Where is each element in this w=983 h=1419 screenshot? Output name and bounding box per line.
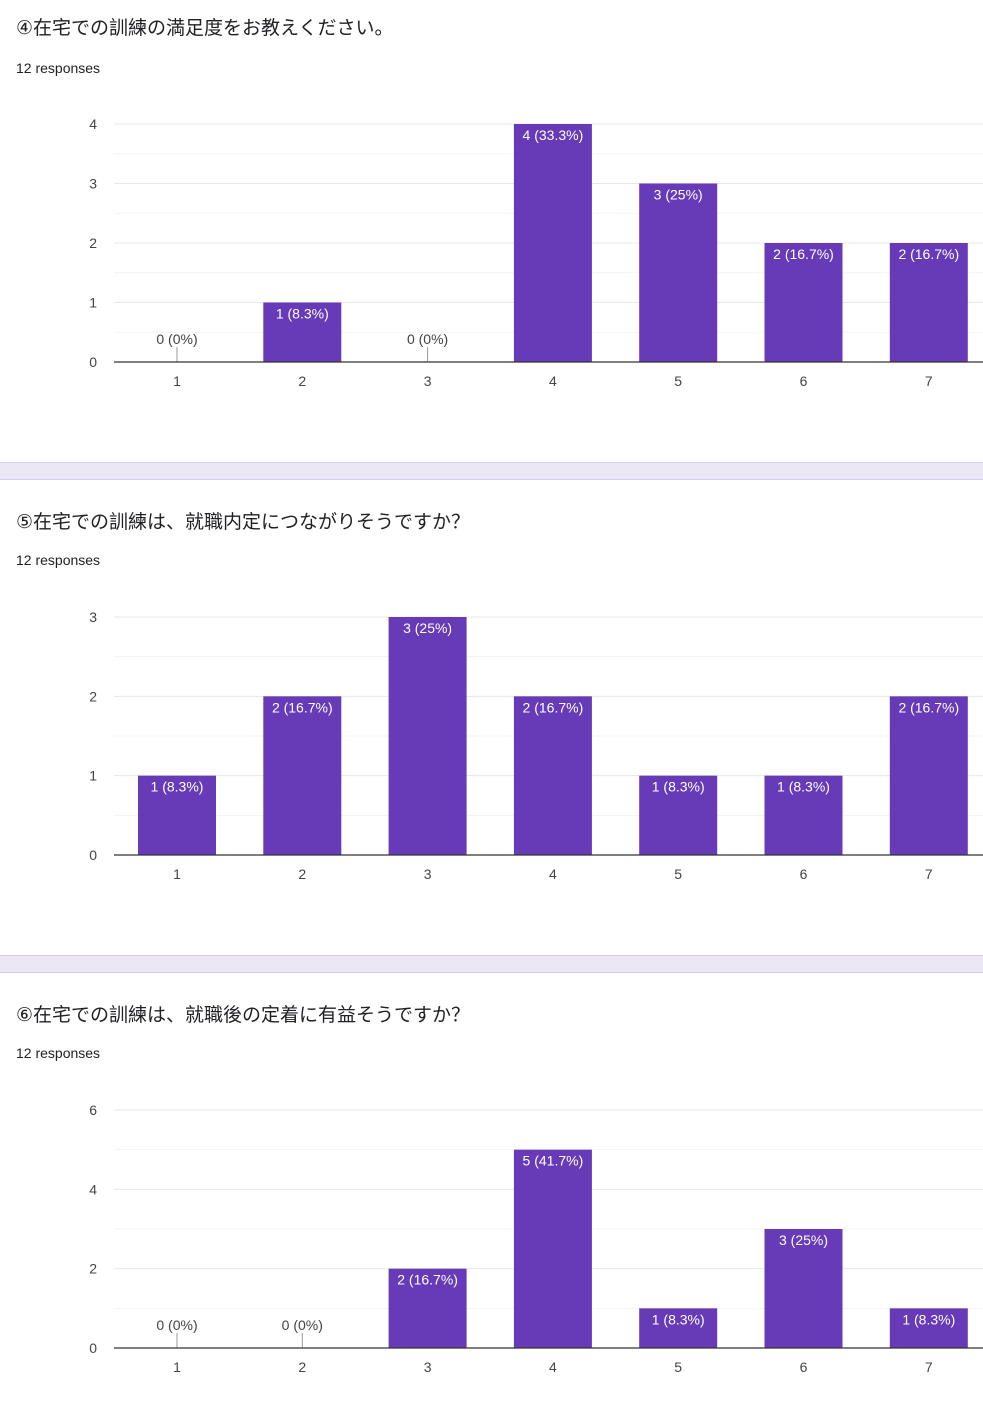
bar-data-label: 1 (8.3%) [902,1311,955,1327]
x-tick-label: 7 [925,373,933,389]
y-tick-label: 3 [89,176,97,192]
bar-data-label: 2 (16.7%) [397,1272,458,1288]
y-tick-label: 2 [89,235,97,251]
bar-data-label: 2 (16.7%) [898,246,959,262]
x-tick-label: 1 [173,866,181,882]
bar [639,183,718,362]
section-divider [0,955,983,973]
bar-data-label: 2 (16.7%) [523,699,584,715]
bar-data-label: 0 (0%) [282,1317,323,1333]
x-tick-label: 4 [549,866,557,882]
bar-data-label: 2 (16.7%) [898,699,959,715]
x-tick-label: 3 [424,1359,432,1375]
x-tick-label: 2 [298,866,306,882]
y-tick-label: 2 [89,688,97,704]
bar [513,1149,592,1348]
bar-data-label: 1 (8.3%) [777,779,830,795]
bar-data-label: 4 (33.3%) [523,127,584,143]
x-tick-label: 7 [925,1359,933,1375]
bar-data-label: 3 (25%) [654,187,703,203]
question-title: ⑥在宅での訓練は、就職後の定着に有益そうですか？ [16,1004,471,1026]
bar [764,1229,843,1348]
bar-data-label: 0 (0%) [407,331,448,347]
bar-data-label: 2 (16.7%) [272,699,333,715]
bar-chart-retention: 0 2 4 6 0 (0%) 1 0 (0%) 2 2 (16.7%) 3 5 (41.7%) 4 1 … [89,1102,983,1375]
x-tick-label: 4 [549,1359,557,1375]
bar-data-label: 2 (16.7%) [773,246,834,262]
y-tick-label: 4 [89,1181,97,1197]
x-tick-label: 2 [298,1359,306,1375]
bar [889,1308,968,1348]
y-tick-label: 6 [89,1102,97,1118]
y-tick-label: 0 [89,354,97,370]
y-tick-label: 1 [89,295,97,311]
y-tick-label: 3 [89,609,97,625]
bar [764,243,843,362]
x-tick-label: 3 [424,866,432,882]
y-tick-label: 0 [89,1340,97,1356]
x-tick-label: 5 [674,866,682,882]
bar-data-label: 0 (0%) [156,1317,197,1333]
bar-data-label: 3 (25%) [403,620,452,636]
bar-data-label: 3 (25%) [779,1232,828,1248]
response-count: 12 responses [16,1045,101,1061]
bar [639,775,718,855]
bar [388,617,467,855]
question-section-5: ⑤在宅での訓練は、就職内定につながりそうですか？ 12 responses 0 1… [0,480,983,955]
bar-data-label: 5 (41.7%) [523,1153,584,1169]
y-tick-label: 1 [89,768,97,784]
bar [889,696,968,855]
bar-chart-satisfaction: 0 1 2 3 4 0 (0%) 1 1 (8.3%) 2 0 (0%) 3 4 (33.3%) 4 3 … [89,116,983,389]
y-tick-label: 2 [89,1261,97,1277]
x-tick-label: 5 [674,1359,682,1375]
bar-data-label: 1 (8.3%) [151,779,204,795]
y-tick-label: 0 [89,847,97,863]
y-tick-label: 4 [89,116,97,132]
question-title: ④在宅での訓練の満足度をお教えください。 [16,17,394,39]
response-count: 12 responses [16,60,101,76]
bar-data-label: 1 (8.3%) [276,306,329,322]
bar [138,775,216,855]
bar [889,243,968,362]
x-tick-label: 5 [674,373,682,389]
bar [388,1268,467,1348]
bar [263,302,342,362]
bar-data-label: 1 (8.3%) [652,779,705,795]
bar-data-label: 0 (0%) [156,331,197,347]
x-tick-label: 3 [424,373,432,389]
x-tick-label: 6 [800,1359,808,1375]
question-title: ⑤在宅での訓練は、就職内定につながりそうですか？ [16,511,471,533]
bar [263,696,342,855]
x-tick-label: 1 [173,373,181,389]
question-section-6: ⑥在宅での訓練は、就職後の定着に有益そうですか？ 12 responses 0 2… [0,973,983,1419]
x-tick-label: 7 [925,866,933,882]
response-count: 12 responses [16,552,101,568]
section-divider [0,462,983,480]
bar [764,775,843,855]
bar [513,124,592,362]
x-tick-label: 6 [800,866,808,882]
bar-data-label: 1 (8.3%) [652,1311,705,1327]
x-tick-label: 6 [800,373,808,389]
x-tick-label: 1 [173,1359,181,1375]
x-tick-label: 4 [549,373,557,389]
bar [639,1308,718,1348]
x-tick-label: 2 [298,373,306,389]
bar-chart-job-offer: 0 1 2 3 1 (8.3%) 1 2 (16.7%) 2 3 (25%) 3 2 (16.7%)… [89,609,983,882]
bar [513,696,592,855]
